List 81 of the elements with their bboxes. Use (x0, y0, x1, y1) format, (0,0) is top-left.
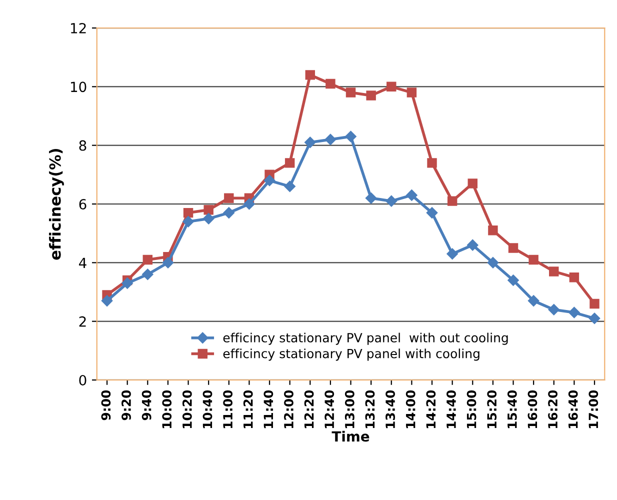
x-tick-label: 13:40 (386, 390, 396, 428)
point (284, 180, 296, 192)
x-tick-label: 12:00 (284, 390, 294, 428)
point (488, 226, 498, 236)
point (162, 257, 174, 268)
y-tick-label: 0 (79, 374, 86, 386)
point (487, 257, 499, 268)
legend-label: efficincy stationary PV panel with out cooling (223, 332, 508, 345)
x-tick-label: 14:00 (406, 390, 416, 428)
point (122, 278, 133, 289)
x-tick-label: 16:20 (548, 390, 558, 428)
point (467, 239, 478, 251)
point (386, 82, 396, 92)
x-tick-label: 15:20 (487, 390, 497, 428)
point (528, 295, 540, 306)
y-axis-title: efficinecy(%) (49, 148, 64, 260)
x-tick-label: 13:20 (365, 390, 375, 428)
point (264, 174, 276, 186)
point (528, 254, 538, 265)
y-tick-label: 4 (78, 258, 86, 268)
point (224, 193, 234, 203)
point (304, 136, 316, 148)
y-tick-label: 10 (71, 82, 86, 92)
x-tick-label: 9:00 (101, 390, 111, 420)
x-tick-label: 14:40 (446, 390, 456, 428)
point (508, 274, 519, 286)
y-tick-label: 2 (79, 316, 86, 327)
x-tick-label: 12:40 (324, 390, 334, 428)
x-tick-label: 13:00 (344, 390, 354, 428)
x-tick-label: 11:20 (243, 390, 253, 428)
x-tick-label: 9:20 (122, 390, 131, 420)
point (326, 78, 336, 89)
x-tick-label: 16:40 (568, 390, 578, 428)
x-tick-label: 10:40 (202, 390, 212, 428)
x-tick-label: 11:00 (223, 390, 233, 428)
point (549, 266, 559, 276)
x-tick-label: 17:00 (588, 390, 598, 428)
x-tick-label: 14:20 (426, 390, 436, 428)
point (142, 268, 154, 280)
point (386, 195, 397, 207)
point (142, 254, 153, 265)
point (284, 158, 295, 168)
point (406, 190, 418, 201)
point (446, 248, 458, 260)
x-tick-label: 11:40 (264, 390, 274, 428)
point (508, 243, 518, 253)
legend-label: efficincy stationary PV panel with cooling (223, 348, 480, 361)
point (223, 207, 234, 218)
point (426, 207, 438, 218)
x-axis-title: Time (332, 430, 370, 442)
y-tick-label: 12 (71, 22, 86, 34)
point (204, 205, 214, 215)
point (548, 304, 560, 316)
point (365, 192, 377, 204)
point (101, 295, 113, 306)
x-tick-label: 10:00 (162, 390, 172, 428)
x-tick-label: 15:00 (466, 390, 476, 428)
point (427, 158, 437, 168)
point (345, 130, 356, 142)
point (182, 216, 194, 228)
point (468, 178, 478, 188)
point (346, 88, 356, 98)
point (588, 312, 600, 324)
point (590, 298, 600, 309)
x-tick-label: 16:00 (528, 390, 538, 428)
y-tick-label: 6 (79, 198, 86, 210)
x-tick-label: 9:40 (142, 390, 152, 420)
x-tick-label: 10:20 (182, 390, 192, 428)
x-tick-label: 15:40 (507, 390, 517, 428)
point (244, 198, 255, 210)
point (183, 208, 194, 218)
point (406, 88, 417, 98)
point (305, 70, 316, 80)
point (366, 90, 376, 100)
point (202, 213, 214, 224)
point (447, 196, 458, 206)
point (569, 272, 580, 282)
y-tick-label: 8 (79, 140, 86, 151)
x-tick-label: 12:20 (304, 390, 314, 428)
point (324, 134, 336, 146)
point (568, 306, 580, 318)
